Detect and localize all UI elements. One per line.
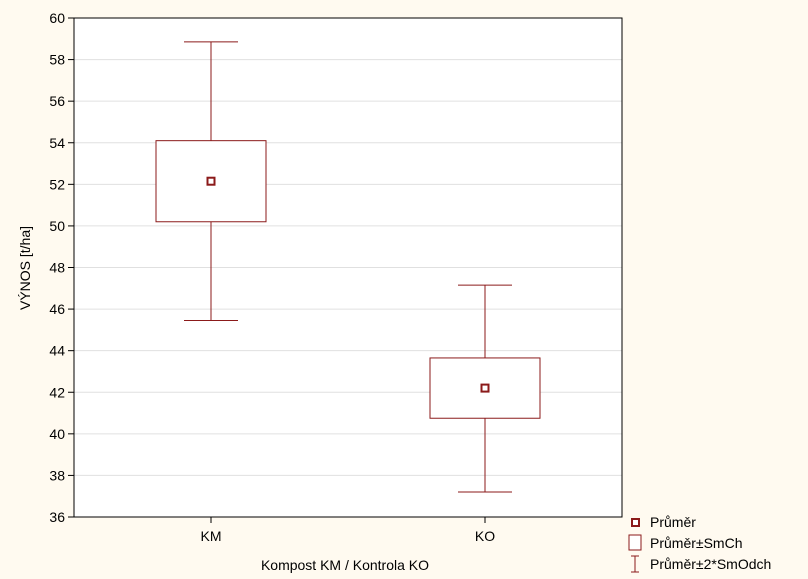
legend-box-marker (628, 534, 642, 551)
y-tick-label-46: 46 (49, 301, 65, 317)
y-tick-label-48: 48 (49, 260, 65, 276)
y-axis-ticks: 36 38 40 42 44 46 48 50 52 54 56 58 60 (49, 10, 74, 525)
legend-mean-label: Průměr (650, 514, 696, 530)
legend-whisker-marker (631, 555, 639, 573)
y-tick-label-60: 60 (49, 10, 65, 26)
x-axis-label: Kompost KM / Kontrola KO (261, 557, 429, 573)
legend: Průměr Průměr±SmCh Průměr±2*SmOdch (628, 514, 771, 573)
y-tick-label-58: 58 (49, 52, 65, 68)
legend-mean-marker (631, 518, 640, 527)
mean-marker-km (206, 176, 216, 186)
y-tick-label-56: 56 (49, 93, 65, 109)
legend-box-label: Průměr±SmCh (650, 535, 742, 551)
y-tick-label-44: 44 (49, 343, 65, 359)
legend-whisker-label: Průměr±2*SmOdch (650, 556, 771, 572)
box-group-ko (429, 284, 541, 493)
box-series (155, 41, 541, 493)
y-tick-label-38: 38 (49, 467, 65, 483)
x-axis-ticks: KM KO (201, 517, 495, 544)
x-tick-label-km: KM (201, 528, 222, 544)
y-tick-label-40: 40 (49, 426, 65, 442)
mean-marker-ko (480, 383, 490, 393)
y-tick-label-54: 54 (49, 135, 65, 151)
y-tick-label-50: 50 (49, 218, 65, 234)
box-group-km (155, 41, 267, 322)
y-tick-label-42: 42 (49, 384, 65, 400)
y-tick-label-36: 36 (49, 509, 65, 525)
y-tick-label-52: 52 (49, 176, 65, 192)
x-tick-label-ko: KO (475, 528, 495, 544)
y-axis-label: VÝNOS [t/ha] (17, 226, 33, 310)
